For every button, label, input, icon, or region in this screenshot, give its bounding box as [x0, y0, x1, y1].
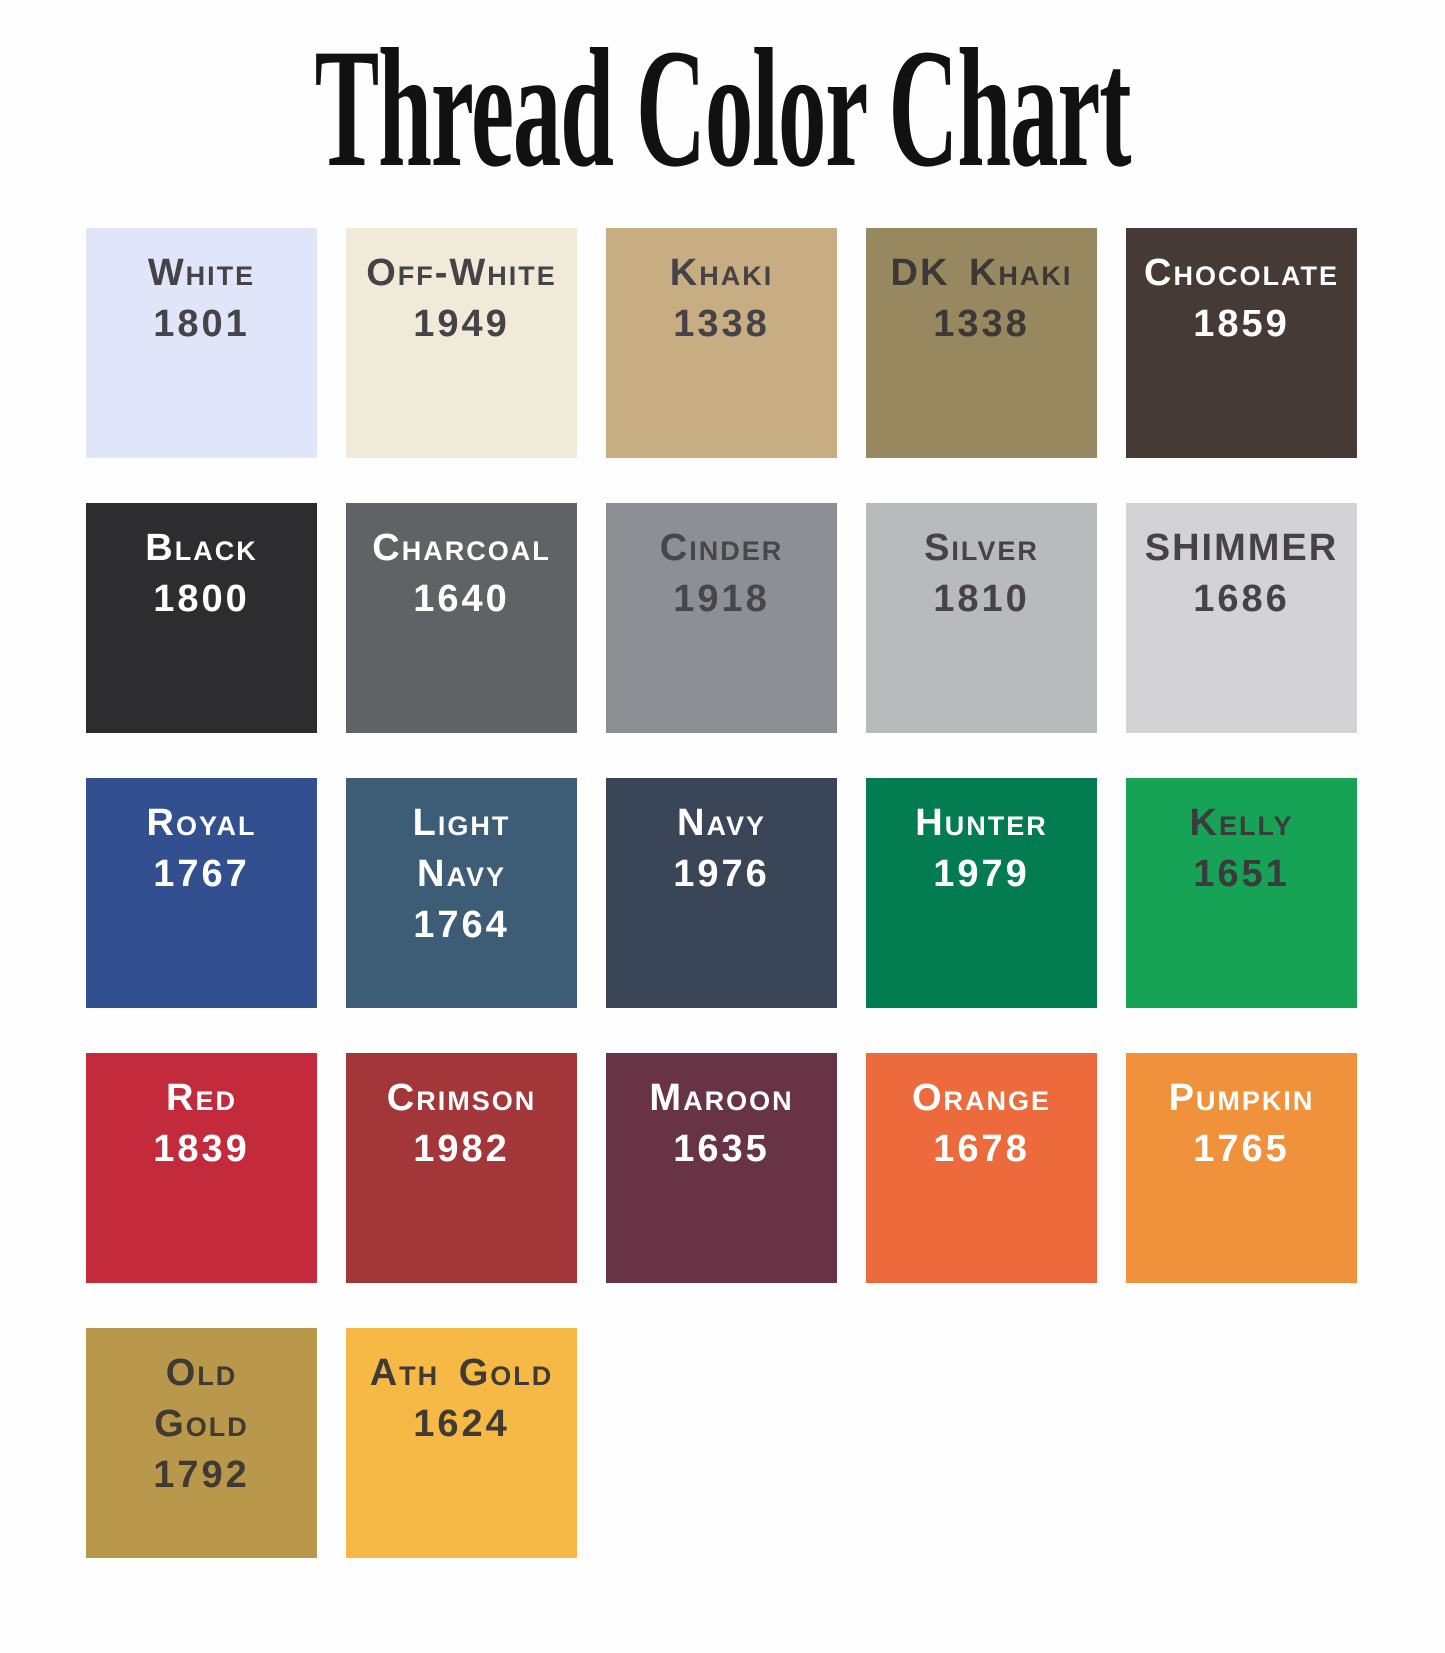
- swatch-khaki: Khaki 1338: [606, 228, 837, 458]
- swatch-black: Black 1800: [86, 503, 317, 733]
- swatch-code-label: 1767: [153, 853, 250, 895]
- swatch-code-label: 1976: [673, 853, 770, 895]
- swatch-name-label: Crimson: [386, 1077, 537, 1119]
- swatch-name-label: Black: [145, 527, 258, 569]
- swatch-code-label: 1651: [1193, 853, 1290, 895]
- swatch-code-label: 1686: [1193, 578, 1290, 620]
- swatch-pumpkin: Pumpkin 1765: [1126, 1053, 1357, 1283]
- swatch-crimson: Crimson 1982: [346, 1053, 577, 1283]
- swatch-red: Red 1839: [86, 1053, 317, 1283]
- swatch-code-label: 1949: [413, 303, 510, 345]
- swatch-name-label: Off-White: [366, 252, 557, 294]
- swatch-code-label: 1839: [153, 1128, 250, 1170]
- swatch-navy: Navy 1976: [606, 778, 837, 1008]
- swatch-name-label: Orange: [911, 1077, 1052, 1119]
- swatch-code-label: 1624: [413, 1403, 510, 1445]
- swatch-name-label: SHIMMER: [1144, 527, 1339, 569]
- swatch-light-navy: Light Navy 1764: [346, 778, 577, 1008]
- swatch-hunter: Hunter 1979: [866, 778, 1097, 1008]
- swatch-name-label: White: [147, 252, 256, 294]
- swatch-name-label: Red: [166, 1077, 237, 1119]
- swatch-code-label: 1635: [673, 1128, 770, 1170]
- swatch-name-label: Khaki: [669, 252, 774, 294]
- swatch-cinder: Cinder 1918: [606, 503, 837, 733]
- swatch-shimmer: SHIMMER 1686: [1126, 503, 1357, 733]
- swatch-name-label: DK Khaki: [890, 252, 1073, 294]
- swatch-name-label: Chocolate: [1144, 252, 1339, 294]
- swatch-white: White 1801: [86, 228, 317, 458]
- swatch-royal: Royal 1767: [86, 778, 317, 1008]
- swatch-dk-khaki: DK Khaki 1338: [866, 228, 1097, 458]
- swatch-code-label: 1765: [1193, 1128, 1290, 1170]
- page-title: Thread Color Chart: [314, 14, 1132, 202]
- swatch-silver: Silver 1810: [866, 503, 1097, 733]
- swatch-ath-gold: Ath Gold 1624: [346, 1328, 577, 1558]
- swatch-orange: Orange 1678: [866, 1053, 1097, 1283]
- swatch-name-label: Old Gold: [154, 1352, 249, 1445]
- swatch-code-label: 1640: [413, 578, 510, 620]
- swatch-chocolate: Chocolate 1859: [1126, 228, 1357, 458]
- swatch-name-label: Royal: [146, 802, 257, 844]
- swatch-name-label: Navy: [677, 802, 766, 844]
- swatch-name-label: Kelly: [1189, 802, 1294, 844]
- swatch-code-label: 1979: [933, 853, 1030, 895]
- swatch-code-label: 1338: [933, 303, 1030, 345]
- swatch-name-label: Pumpkin: [1168, 1077, 1315, 1119]
- swatch-code-label: 1764: [413, 904, 510, 946]
- swatch-code-label: 1800: [153, 578, 250, 620]
- swatch-code-label: 1859: [1193, 303, 1290, 345]
- swatch-code-label: 1792: [153, 1454, 250, 1496]
- swatch-name-label: Cinder: [659, 527, 784, 569]
- swatch-maroon: Maroon 1635: [606, 1053, 837, 1283]
- swatch-name-label: Maroon: [649, 1077, 794, 1119]
- swatch-name-label: Charcoal: [372, 527, 551, 569]
- swatch-code-label: 1982: [413, 1128, 510, 1170]
- swatch-code-label: 1678: [933, 1128, 1030, 1170]
- swatch-name-label: Ath Gold: [369, 1352, 554, 1394]
- swatch-old-gold: Old Gold 1792: [86, 1328, 317, 1558]
- swatch-grid: White 1801 Off-White 1949 Khaki 1338 DK Khaki 1…: [86, 228, 1445, 1558]
- page: { "title": "Thread Color Chart", "colors…: [0, 14, 1445, 1653]
- swatch-code-label: 1801: [153, 303, 250, 345]
- swatch-charcoal: Charcoal 1640: [346, 503, 577, 733]
- swatch-kelly: Kelly 1651: [1126, 778, 1357, 1008]
- swatch-name-label: Hunter: [915, 802, 1048, 844]
- swatch-name-label: Silver: [924, 527, 1039, 569]
- swatch-code-label: 1810: [933, 578, 1030, 620]
- swatch-code-label: 1338: [673, 303, 770, 345]
- swatch-name-label: Light Navy: [412, 802, 511, 895]
- swatch-code-label: 1918: [673, 578, 770, 620]
- swatch-off-white: Off-White 1949: [346, 228, 577, 458]
